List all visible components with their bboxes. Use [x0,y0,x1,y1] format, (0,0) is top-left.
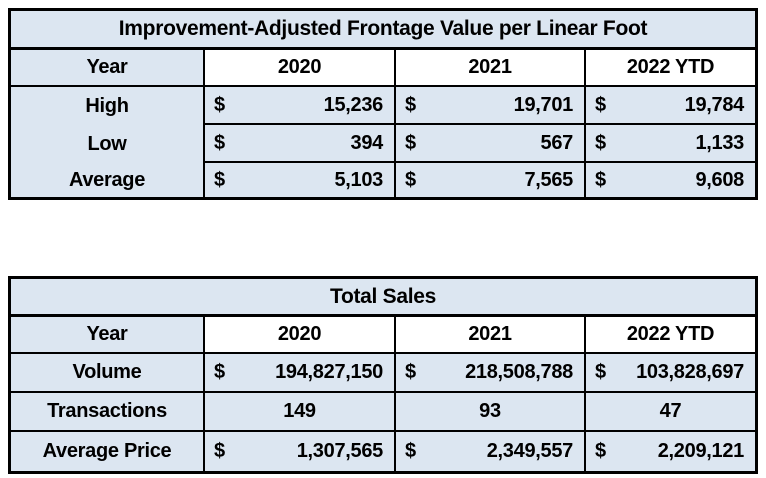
currency-symbol: $ [214,93,225,116]
currency-symbol: $ [595,361,606,383]
sales-row-transactions: Transactions 149 93 47 [11,393,755,432]
amount: 1,133 [695,131,744,154]
sales-transactions-2021-cell: 93 [396,393,586,432]
currency-symbol: $ [405,131,416,154]
sales-volume-2021-cell: $ 218,508,788 [396,354,586,393]
sales-row-average-price: Average Price $ 1,307,565 $ 2,349,557 $ … [11,432,755,471]
sales-transactions-label: Transactions [11,393,205,432]
frontage-low-2022-cell: $ 1,133 [586,125,755,163]
sales-average-price-2020-cell: $ 1,307,565 [205,432,396,471]
currency-symbol: $ [595,168,606,191]
sales-average-price-label: Average Price [11,432,205,471]
frontage-table-title-row: Improvement-Adjusted Frontage Value per … [11,11,755,50]
frontage-average-2020-cell: $ 5,103 [205,163,396,197]
currency-symbol: $ [214,168,225,191]
frontage-average-2022-cell: $ 9,608 [586,163,755,197]
frontage-value-table: Improvement-Adjusted Frontage Value per … [8,8,758,200]
sales-header-2022ytd: 2022 YTD [586,317,755,352]
total-sales-table: Total Sales Year 2020 2021 2022 YTD Volu… [8,276,758,474]
currency-symbol: $ [214,361,225,383]
frontage-high-label: High [11,87,205,125]
amount: 19,701 [513,93,574,116]
amount: 103,828,697 [636,361,744,383]
amount: 194,827,150 [275,361,383,383]
amount: 1,307,565 [296,440,384,462]
currency-symbol: $ [214,440,225,462]
sales-row-volume: Volume $ 194,827,150 $ 218,508,788 $ 103… [11,354,755,393]
sales-transactions-2022-cell: 47 [586,393,755,432]
frontage-average-2021-cell: $ 7,565 [396,163,586,197]
amount: 2,349,557 [486,440,574,462]
amount: 15,236 [323,93,384,116]
sales-volume-2020-cell: $ 194,827,150 [205,354,396,393]
sales-table-title-row: Total Sales [11,279,755,317]
sales-header-2021: 2021 [396,317,586,352]
currency-symbol: $ [405,440,416,462]
frontage-average-label: Average [11,163,205,197]
amount: 567 [540,131,574,154]
sales-transactions-2020-cell: 149 [205,393,396,432]
frontage-high-2022-cell: $ 19,784 [586,87,755,125]
frontage-header-2021: 2021 [396,50,586,85]
frontage-low-label: Low [11,125,205,163]
frontage-row-low: Low $ 394 $ 567 $ 1,133 [11,125,755,163]
frontage-low-2021-cell: $ 567 [396,125,586,163]
amount: 394 [350,131,384,154]
currency-symbol: $ [595,93,606,116]
frontage-header-year: Year [11,50,205,85]
frontage-high-2021-cell: $ 19,701 [396,87,586,125]
frontage-high-2020-cell: $ 15,236 [205,87,396,125]
amount: 218,508,788 [465,361,573,383]
sales-volume-label: Volume [11,354,205,393]
frontage-table-title: Improvement-Adjusted Frontage Value per … [118,17,648,40]
amount: 19,784 [684,93,745,116]
sales-table-title: Total Sales [329,284,437,308]
frontage-header-2022ytd: 2022 YTD [586,50,755,85]
frontage-row-high: High $ 15,236 $ 19,701 $ 19,784 [11,87,755,125]
currency-symbol: $ [214,131,225,154]
frontage-low-2020-cell: $ 394 [205,125,396,163]
frontage-table-header-row: Year 2020 2021 2022 YTD [11,50,755,87]
currency-symbol: $ [405,361,416,383]
frontage-header-2020: 2020 [205,50,396,85]
sales-header-year: Year [11,317,205,352]
amount: 5,103 [334,168,383,191]
sales-volume-2022-cell: $ 103,828,697 [586,354,755,393]
amount: 2,209,121 [657,440,745,462]
sales-table-header-row: Year 2020 2021 2022 YTD [11,317,755,354]
amount: 7,565 [524,168,573,191]
sales-header-2020: 2020 [205,317,396,352]
currency-symbol: $ [405,168,416,191]
sales-average-price-2021-cell: $ 2,349,557 [396,432,586,471]
currency-symbol: $ [595,440,606,462]
sales-average-price-2022-cell: $ 2,209,121 [586,432,755,471]
frontage-row-average: Average $ 5,103 $ 7,565 $ 9,608 [11,163,755,197]
currency-symbol: $ [405,93,416,116]
amount: 9,608 [695,168,744,191]
currency-symbol: $ [595,131,606,154]
